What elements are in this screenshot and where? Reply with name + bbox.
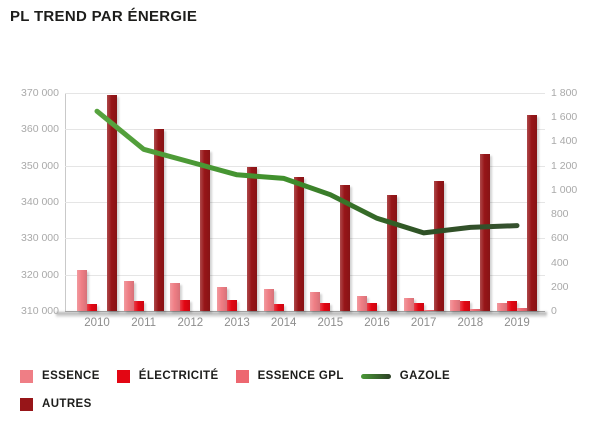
x-axis-label: 2013 <box>224 317 250 329</box>
page-title: PL TREND PAR ÉNERGIE <box>10 8 198 25</box>
bar-essence-2016 <box>357 295 367 311</box>
bar--lectricit--2012 <box>180 300 191 311</box>
y-axis-right-label: 1 600 <box>551 111 578 124</box>
bar-autres-2014 <box>293 176 304 311</box>
bar-autres-2011 <box>153 129 164 311</box>
bar-essence-2013 <box>217 287 227 311</box>
x-axis-shadow <box>56 312 547 318</box>
bar-essence-2014 <box>263 289 274 311</box>
legend: ESSENCE ÉLECTRICITÉ ESSENCE GPL GAZOLE AUTRE… <box>20 367 467 423</box>
bar-autres-2018 <box>480 153 491 311</box>
x-axis-label: 2015 <box>317 317 344 329</box>
gridline <box>65 274 545 276</box>
legend-item-autres: AUTRES <box>20 397 92 411</box>
y-axis-right-label: 1 000 <box>551 183 578 196</box>
gridline <box>65 238 545 240</box>
bar-autres-2012 <box>200 149 211 311</box>
y-axis-left-label: 330 000 <box>21 232 59 245</box>
y-axis-right-label: 1 400 <box>551 135 578 148</box>
legend-label: ESSENCE <box>42 370 100 382</box>
y-axis-left-label: 350 000 <box>21 159 59 172</box>
legend-swatch-icon <box>116 369 130 383</box>
legend-row: AUTRES <box>20 395 467 413</box>
y-axis-right-label: 800 <box>551 208 569 221</box>
bar-autres-2010 <box>107 95 117 311</box>
x-axis-label: 2010 <box>84 317 110 329</box>
gazole-line-swatch-icon <box>360 373 391 379</box>
bar--lectricit--2010 <box>87 304 97 311</box>
gridline <box>65 311 545 312</box>
legend-label: ÉLECTRICITÉ <box>138 370 219 382</box>
legend-item-gazole: GAZOLE <box>360 370 451 382</box>
x-axis-label: 2019 <box>504 317 530 329</box>
plot-area <box>65 93 545 312</box>
bar-essence-gpl-2018 <box>470 309 481 311</box>
bar-essence-2017 <box>403 298 414 311</box>
legend-label: ESSENCE GPL <box>257 370 344 382</box>
y-axis-right-label: 400 <box>551 256 569 269</box>
legend-row: ESSENCE ÉLECTRICITÉ ESSENCE GPL GAZOLE <box>20 367 467 385</box>
gridline <box>65 93 545 94</box>
bar--lectricit--2015 <box>320 302 331 311</box>
bar-essence-2018 <box>450 299 461 311</box>
legend-item--lectricit-: ÉLECTRICITÉ <box>116 369 219 383</box>
gazole-line-path <box>94 108 520 236</box>
bar-essence-2011 <box>123 280 134 311</box>
bar-autres-2013 <box>247 166 257 311</box>
bar--lectricit--2011 <box>133 300 144 311</box>
legend-label: AUTRES <box>42 398 92 410</box>
gridline <box>65 202 545 203</box>
x-axis-label: 2012 <box>177 317 204 329</box>
y-axis-right-label: 1 800 <box>551 87 578 99</box>
y-axis-left-label: 310 000 <box>21 305 59 317</box>
y-axis-right-label: 1 200 <box>551 159 578 172</box>
bar-essence-2015 <box>310 292 321 311</box>
bar-autres-2015 <box>340 185 351 311</box>
bar-essence-2019 <box>497 303 507 311</box>
x-axis-label: 2017 <box>410 317 437 329</box>
bar--lectricit--2016 <box>367 303 377 311</box>
y-axis-right-label: 600 <box>551 232 569 245</box>
legend-item-essence: ESSENCE <box>20 369 100 383</box>
x-axis-label: 2016 <box>364 317 390 329</box>
bar-autres-2017 <box>433 181 444 311</box>
x-axis-label: 2018 <box>457 317 484 329</box>
x-axis-label: 2011 <box>131 317 157 329</box>
gridline <box>65 165 545 167</box>
bar-essence-2012 <box>170 283 181 311</box>
bar-autres-2019 <box>527 114 537 311</box>
gazole-line <box>94 108 520 236</box>
bar-autres-2016 <box>387 194 397 311</box>
legend-label: GAZOLE <box>399 370 451 382</box>
y-axis-left-label: 340 000 <box>21 196 59 208</box>
legend-item-essence-gpl: ESSENCE GPL <box>235 369 344 383</box>
bar--lectricit--2017 <box>413 302 424 311</box>
bar-essence-gpl-2019 <box>517 307 527 311</box>
bar-essence-2010 <box>77 269 87 311</box>
y-axis-right-label: 0 <box>551 305 557 317</box>
bar-essence-gpl-2017 <box>423 309 434 311</box>
legend-swatch-icon <box>235 369 249 383</box>
legend-swatch-icon <box>20 397 33 411</box>
bar--lectricit--2014 <box>273 303 284 311</box>
y-axis-left-label: 360 000 <box>21 123 59 136</box>
x-axis-label: 2014 <box>270 317 297 329</box>
y-axis-left-label: 320 000 <box>21 268 59 281</box>
bar--lectricit--2019 <box>507 300 517 311</box>
legend-swatch-icon <box>20 369 33 383</box>
bar--lectricit--2013 <box>227 300 237 311</box>
y-axis-left-label: 370 000 <box>21 87 59 99</box>
y-axis-right-label: 200 <box>551 280 569 293</box>
gridline <box>65 129 545 131</box>
bar--lectricit--2018 <box>460 301 471 311</box>
